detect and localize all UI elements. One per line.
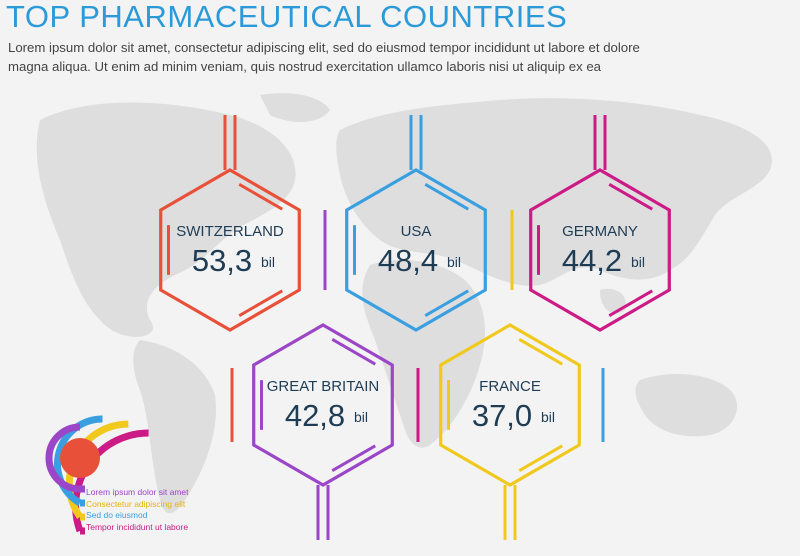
hexagon-inner-bond — [518, 338, 564, 366]
hexagon-outline — [439, 323, 581, 487]
country-unit: bil — [631, 254, 645, 270]
hexagon-inner-bond — [608, 289, 654, 317]
hexagon-inner-bond — [238, 183, 284, 211]
arc-ring — [45, 423, 81, 493]
country-value: 53,3 — [192, 243, 252, 278]
world-map-background — [36, 93, 772, 514]
country-value: 44,2 — [562, 243, 622, 278]
country-name: FRANCE — [479, 378, 541, 395]
hexagon-outline — [159, 168, 301, 332]
legend-item: Sed do eiusmod — [86, 510, 148, 520]
country-hexagon: FRANCE 37,0 bil — [439, 323, 581, 540]
hexagon-inner-bond — [331, 338, 377, 366]
country-hexagon: SWITZERLAND 53,3 bil — [159, 115, 301, 332]
country-name: SWITZERLAND — [176, 223, 284, 240]
country-value: 48,4 — [378, 243, 438, 278]
country-unit: bil — [447, 254, 461, 270]
country-hexagon: USA 48,4 bil — [345, 115, 487, 332]
subtitle-line-2: magna aliqua. Ut enim ad minim veniam, q… — [8, 59, 601, 74]
legend-item: Tempor incididunt ut labore — [86, 521, 189, 532]
country-unit: bil — [354, 409, 368, 425]
country-hexagon: GREAT BRITAIN 42,8 bil — [252, 323, 394, 540]
hexagon-inner-bond — [608, 183, 654, 211]
hexagon-inner-bond — [331, 444, 377, 472]
subtitle-line-1: Lorem ipsum dolor sit amet, consectetur … — [8, 40, 640, 55]
country-unit: bil — [261, 254, 275, 270]
country-name: GERMANY — [562, 223, 638, 240]
country-value: 37,0 — [472, 398, 532, 433]
arc-ring — [54, 415, 103, 507]
hexagon-inner-bond — [424, 183, 470, 211]
page-title: TOP PHARMACEUTICAL COUNTRIES — [6, 0, 568, 34]
country-value: 42,8 — [285, 398, 345, 433]
country-name: GREAT BRITAIN — [267, 378, 380, 395]
legend-item: Consectetur adipiscing elit — [86, 498, 186, 509]
center-dot — [60, 438, 100, 478]
country-unit: bil — [541, 409, 555, 425]
hexagon-inner-bond — [518, 444, 564, 472]
concentric-arcs-chart — [45, 415, 149, 535]
country-hexagon: GERMANY 44,2 bil — [529, 115, 671, 332]
legend: Lorem ipsum dolor sit amet Consectetur a… — [86, 487, 189, 533]
legend-item: Lorem ipsum dolor sit amet — [86, 487, 189, 497]
country-name: USA — [401, 223, 432, 240]
hexagon-outline — [529, 168, 671, 332]
hexagon-inner-bond — [424, 289, 470, 317]
hexagon-outline — [252, 323, 394, 487]
hexagon-outline — [345, 168, 487, 332]
hexagon-inner-bond — [238, 289, 284, 317]
